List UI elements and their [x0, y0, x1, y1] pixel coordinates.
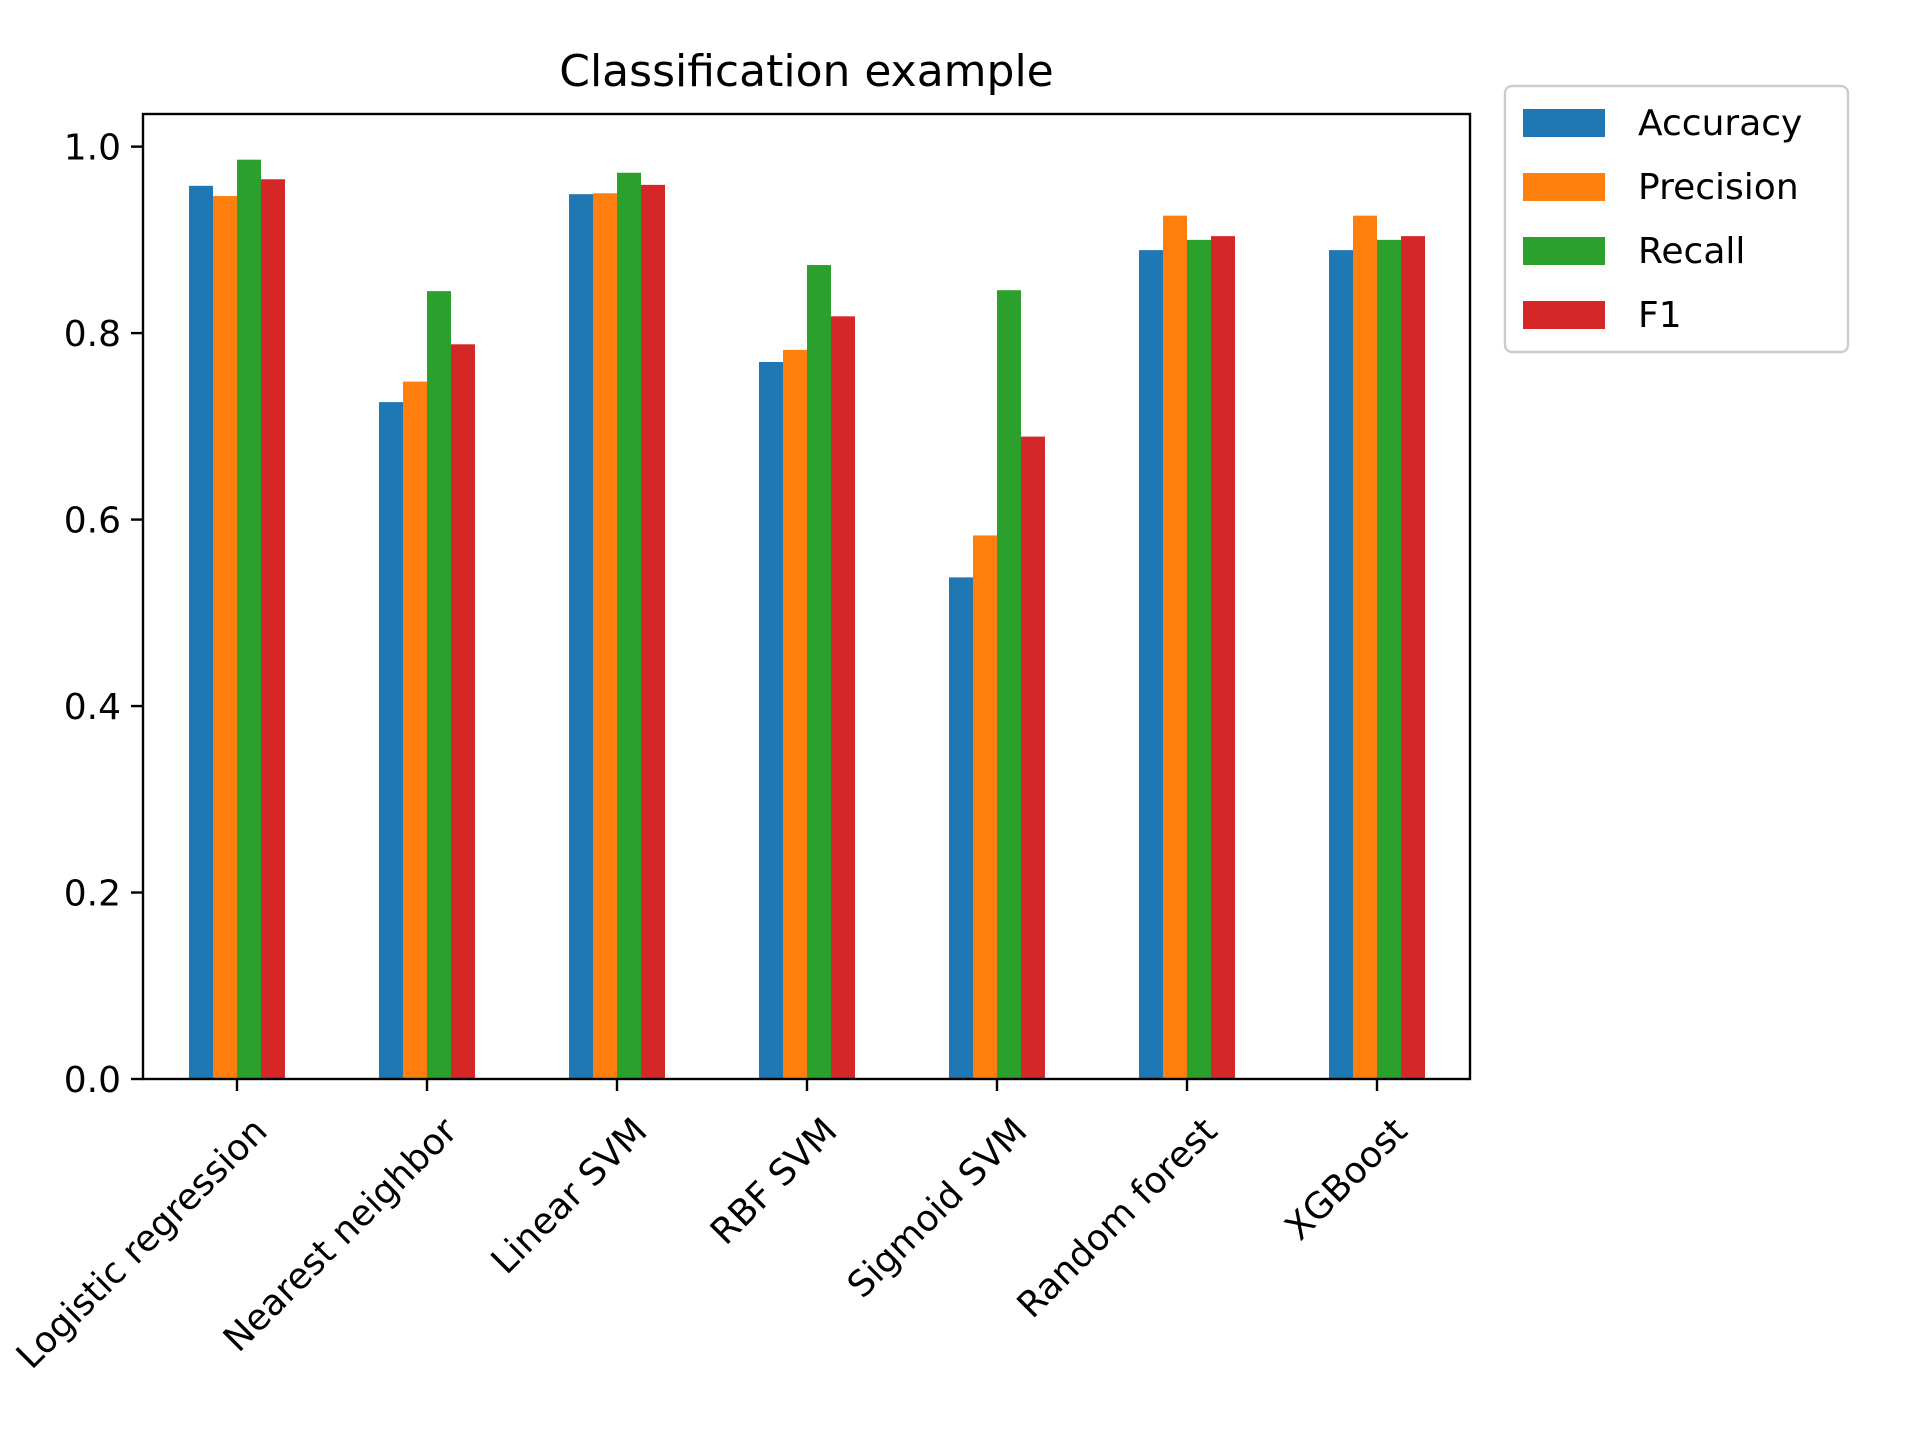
- legend-swatch-f1: [1523, 301, 1605, 329]
- bar-accuracy-linear-svm: [569, 194, 593, 1079]
- legend-swatch-recall: [1523, 237, 1605, 265]
- bar-f1-sigmoid-svm: [1021, 436, 1045, 1080]
- bar-precision-nearest-neighbor: [403, 381, 427, 1080]
- bar-accuracy-sigmoid-svm: [949, 577, 973, 1079]
- legend-swatch-precision: [1523, 173, 1605, 201]
- bar-recall-xgboost: [1377, 239, 1401, 1079]
- bar-recall-random-forest: [1187, 239, 1211, 1079]
- y-tick-label: 0.2: [64, 874, 121, 915]
- bar-accuracy-rbf-svm: [759, 362, 783, 1080]
- bar-recall-linear-svm: [617, 172, 641, 1079]
- bar-precision-random-forest: [1163, 215, 1187, 1079]
- y-tick-label: 1.0: [64, 128, 121, 169]
- bar-precision-linear-svm: [593, 193, 617, 1079]
- y-tick-label: 0.8: [64, 314, 121, 355]
- bar-recall-rbf-svm: [807, 265, 831, 1080]
- bar-accuracy-nearest-neighbor: [379, 402, 403, 1079]
- bar-recall-logistic-regression: [237, 159, 261, 1080]
- bar-accuracy-random-forest: [1139, 250, 1163, 1079]
- bar-f1-random-forest: [1211, 236, 1235, 1080]
- x-tick-label: Sigmoid SVM: [840, 1110, 1036, 1306]
- bar-f1-logistic-regression: [261, 179, 285, 1080]
- bar-recall-nearest-neighbor: [427, 291, 451, 1079]
- bar-f1-rbf-svm: [831, 316, 855, 1079]
- legend: [1503, 84, 1850, 354]
- chart-title: Classification example: [559, 46, 1054, 97]
- bar-f1-nearest-neighbor: [451, 344, 475, 1079]
- legend-swatch-accuracy: [1523, 109, 1605, 137]
- y-tick-label: 0.6: [64, 501, 121, 542]
- y-tick-label: 0.4: [64, 687, 121, 728]
- bar-f1-xgboost: [1401, 236, 1425, 1080]
- bar-precision-sigmoid-svm: [973, 535, 997, 1079]
- bar-precision-xgboost: [1353, 215, 1377, 1079]
- legend-label-f1: F1: [1638, 295, 1682, 336]
- x-tick-label: Random forest: [1010, 1110, 1226, 1326]
- bar-f1-linear-svm: [641, 184, 665, 1079]
- bar-precision-rbf-svm: [783, 349, 807, 1079]
- bar-accuracy-xgboost: [1329, 250, 1353, 1079]
- legend-label-accuracy: Accuracy: [1638, 103, 1802, 144]
- y-tick-label: 0.0: [64, 1060, 121, 1101]
- legend-label-recall: Recall: [1638, 231, 1745, 272]
- x-tick-label: XGBoost: [1277, 1110, 1415, 1248]
- bar-recall-sigmoid-svm: [997, 290, 1021, 1079]
- legend-label-precision: Precision: [1638, 167, 1799, 208]
- bar-accuracy-logistic-regression: [189, 185, 213, 1080]
- x-tick-label: Linear SVM: [484, 1110, 656, 1282]
- bar-precision-logistic-regression: [213, 196, 237, 1079]
- x-tick-label: RBF SVM: [703, 1110, 845, 1252]
